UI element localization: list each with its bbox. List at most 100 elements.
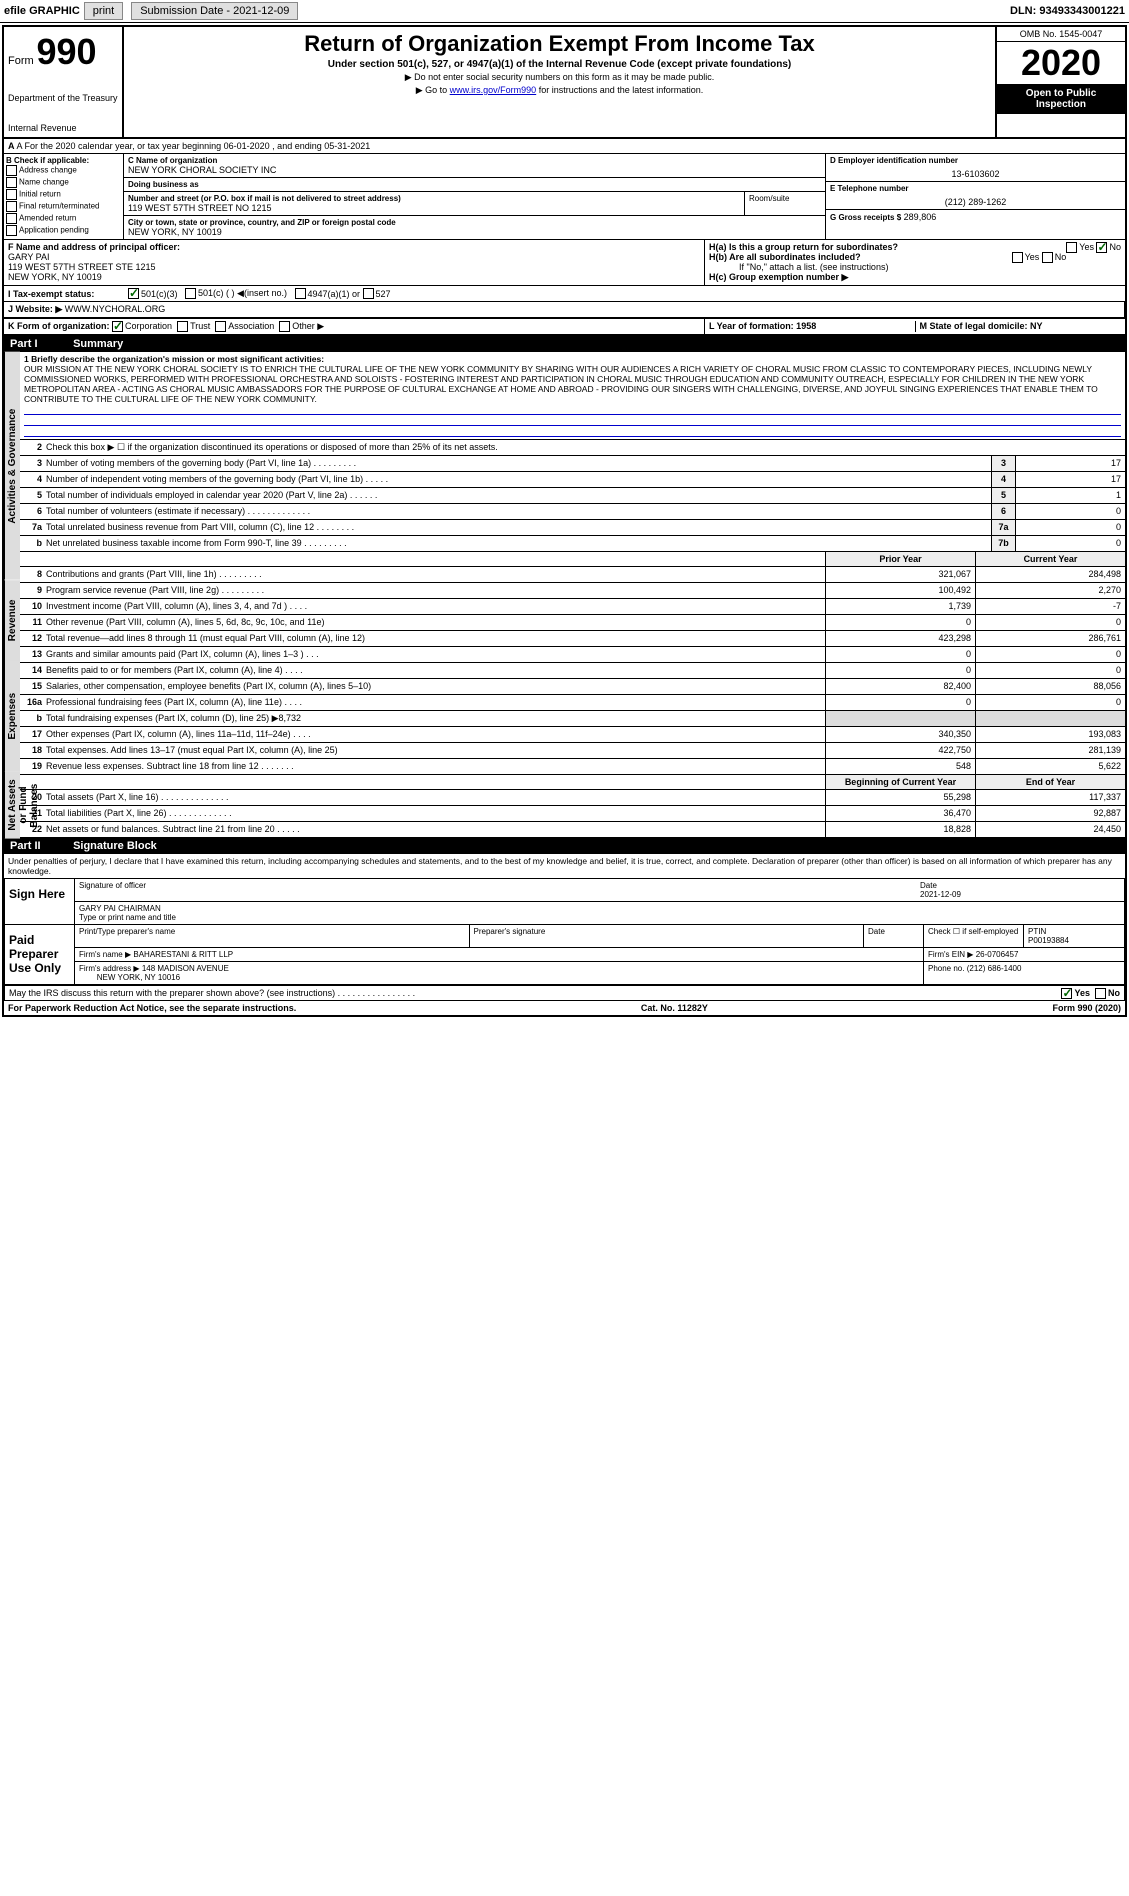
form-990: Form 990 Department of the Treasury Inte… bbox=[2, 25, 1127, 1017]
sig-officer-label: Signature of officer bbox=[79, 881, 920, 899]
ptin-header: PTIN bbox=[1028, 927, 1046, 936]
irs-link[interactable]: www.irs.gov/Form990 bbox=[450, 85, 537, 95]
discuss-no[interactable] bbox=[1095, 988, 1106, 999]
irs-label: Internal Revenue bbox=[8, 123, 118, 133]
part2-header: Part II Signature Block bbox=[4, 838, 1125, 854]
hb-note: If "No," attach a list. (see instruction… bbox=[709, 262, 1121, 272]
chk-corp[interactable] bbox=[112, 321, 123, 332]
officer-addr1: 119 WEST 57TH STREET STE 1215 bbox=[8, 262, 700, 272]
firm-ein-label: Firm's EIN ▶ bbox=[928, 950, 973, 959]
ha-yes[interactable] bbox=[1066, 242, 1077, 253]
line-17: 17Other expenses (Part IX, column (A), l… bbox=[20, 727, 1125, 743]
line-19: 19Revenue less expenses. Subtract line 1… bbox=[20, 759, 1125, 775]
dba-box: Doing business as bbox=[124, 178, 825, 192]
form-label: Form bbox=[8, 55, 34, 67]
paperwork-notice: For Paperwork Reduction Act Notice, see … bbox=[8, 1003, 296, 1013]
m-state: M State of legal domicile: NY bbox=[920, 321, 1043, 331]
line-7a: 7aTotal unrelated business revenue from … bbox=[20, 520, 1125, 536]
gross-value: 289,806 bbox=[904, 212, 937, 222]
period-text: A For the 2020 calendar year, or tax yea… bbox=[17, 141, 371, 151]
mission-line bbox=[24, 416, 1121, 426]
chk-final-return[interactable]: Final return/terminated bbox=[6, 201, 121, 212]
line-18: 18Total expenses. Add lines 13–17 (must … bbox=[20, 743, 1125, 759]
current-year-header: Current Year bbox=[975, 552, 1125, 566]
ha-no[interactable] bbox=[1096, 242, 1107, 253]
city-box: City or town, state or province, country… bbox=[124, 216, 825, 239]
chk-527[interactable] bbox=[363, 288, 374, 299]
chk-501c[interactable] bbox=[185, 288, 196, 299]
org-name-box: C Name of organization NEW YORK CHORAL S… bbox=[124, 154, 825, 178]
street-label: Number and street (or P.O. box if mail i… bbox=[128, 194, 740, 203]
ein-label: D Employer identification number bbox=[830, 156, 1121, 165]
chk-address-change[interactable]: Address change bbox=[6, 165, 121, 176]
cat-no: Cat. No. 11282Y bbox=[296, 1003, 1052, 1013]
chk-pending[interactable]: Application pending bbox=[6, 225, 121, 236]
firm-ein: 26-0706457 bbox=[976, 950, 1019, 959]
goto-note: ▶ Go to www.irs.gov/Form990 for instruct… bbox=[128, 85, 991, 96]
line-b: bTotal fundraising expenses (Part IX, co… bbox=[20, 711, 1125, 727]
prior-year-header: Prior Year bbox=[825, 552, 975, 566]
phone-box: E Telephone number (212) 289-1262 bbox=[826, 182, 1125, 210]
top-bar: efile GRAPHIC print Submission Date - 20… bbox=[0, 0, 1129, 23]
phone-label: E Telephone number bbox=[830, 184, 1121, 193]
may-irs-discuss: May the IRS discuss this return with the… bbox=[5, 985, 1124, 1000]
chk-initial-return[interactable]: Initial return bbox=[6, 189, 121, 200]
hb-label: H(b) Are all subordinates included? bbox=[709, 252, 861, 262]
part1-label: Part I bbox=[10, 338, 70, 350]
prep-name-header: Print/Type preparer's name bbox=[75, 925, 470, 947]
sig-date-label: Date bbox=[920, 881, 937, 890]
line-6: 6Total number of volunteers (estimate if… bbox=[20, 504, 1125, 520]
ssn-note: ▶ Do not enter social security numbers o… bbox=[128, 72, 991, 83]
section-bcd: B Check if applicable: Address change Na… bbox=[4, 154, 1125, 240]
k-form-org: K Form of organization: Corporation Trus… bbox=[4, 319, 705, 334]
h-group-return: H(a) Is this a group return for subordin… bbox=[705, 240, 1125, 285]
signature-block: Sign Here Signature of officer Date2021-… bbox=[4, 878, 1125, 1001]
vtab-netassets: Net Assets or Fund Balances bbox=[4, 772, 20, 839]
vtab-activities: Activities & Governance bbox=[4, 352, 20, 580]
b-label: B Check if applicable: bbox=[6, 156, 121, 165]
header-left: Form 990 Department of the Treasury Inte… bbox=[4, 27, 124, 137]
page-footer: For Paperwork Reduction Act Notice, see … bbox=[4, 1001, 1125, 1015]
city-value: NEW YORK, NY 10019 bbox=[128, 227, 821, 237]
hb-no[interactable] bbox=[1042, 252, 1053, 263]
line-12: 12Total revenue—add lines 8 through 11 (… bbox=[20, 631, 1125, 647]
print-button[interactable]: print bbox=[84, 2, 123, 20]
line-13: 13Grants and similar amounts paid (Part … bbox=[20, 647, 1125, 663]
begin-year-header: Beginning of Current Year bbox=[825, 775, 975, 789]
hb-yes[interactable] bbox=[1012, 252, 1023, 263]
line-22: 22Net assets or fund balances. Subtract … bbox=[20, 822, 1125, 838]
dept-treasury: Department of the Treasury bbox=[8, 93, 118, 103]
discuss-yes[interactable] bbox=[1061, 988, 1072, 999]
chk-501c3[interactable] bbox=[128, 288, 139, 299]
mission-box: 1 Briefly describe the organization's mi… bbox=[20, 352, 1125, 440]
firm-addr-label: Firm's address ▶ bbox=[79, 964, 140, 973]
chk-trust[interactable] bbox=[177, 321, 188, 332]
line-2: 2 Check this box ▶ ☐ if the organization… bbox=[20, 440, 1125, 456]
submission-date-button[interactable]: Submission Date - 2021-12-09 bbox=[131, 2, 298, 20]
city-label: City or town, state or province, country… bbox=[128, 218, 821, 227]
chk-4947[interactable] bbox=[295, 288, 306, 299]
row-klm: K Form of organization: Corporation Trus… bbox=[4, 319, 1125, 336]
prep-date-header: Date bbox=[864, 925, 924, 947]
mission-line bbox=[24, 405, 1121, 415]
header-right: OMB No. 1545-0047 2020 Open to Public In… bbox=[995, 27, 1125, 137]
part1-header: Part I Summary bbox=[4, 336, 1125, 352]
row-fh: F Name and address of principal officer:… bbox=[4, 240, 1125, 286]
line-4: 4Number of independent voting members of… bbox=[20, 472, 1125, 488]
col-b-checkboxes: B Check if applicable: Address change Na… bbox=[4, 154, 124, 239]
line-20: 20Total assets (Part X, line 16) . . . .… bbox=[20, 790, 1125, 806]
dln-label: DLN: 93493343001221 bbox=[1010, 5, 1125, 17]
f-label: F Name and address of principal officer: bbox=[8, 242, 700, 252]
line-21: 21Total liabilities (Part X, line 26) . … bbox=[20, 806, 1125, 822]
line-9: 9Program service revenue (Part VIII, lin… bbox=[20, 583, 1125, 599]
line2-text: Check this box ▶ ☐ if the organization d… bbox=[44, 440, 1125, 455]
gross-box: G Gross receipts $ 289,806 bbox=[826, 210, 1125, 224]
part2-label: Part II bbox=[10, 840, 70, 852]
firm-phone: (212) 686-1400 bbox=[967, 964, 1022, 973]
chk-other[interactable] bbox=[279, 321, 290, 332]
chk-name-change[interactable]: Name change bbox=[6, 177, 121, 188]
chk-assoc[interactable] bbox=[215, 321, 226, 332]
part1-body: Activities & Governance Revenue Expenses… bbox=[4, 352, 1125, 838]
chk-amended[interactable]: Amended return bbox=[6, 213, 121, 224]
sign-here-label: Sign Here bbox=[5, 879, 75, 924]
